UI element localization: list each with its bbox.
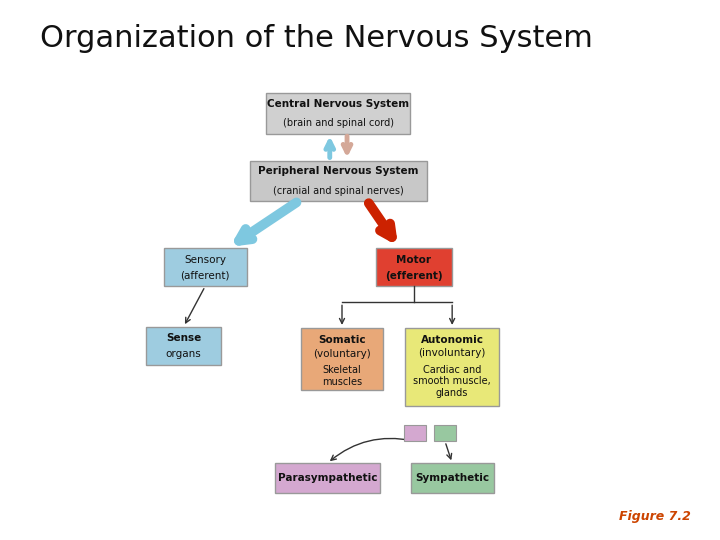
- FancyBboxPatch shape: [404, 425, 426, 441]
- FancyBboxPatch shape: [410, 463, 494, 492]
- FancyBboxPatch shape: [163, 248, 246, 286]
- Text: Somatic: Somatic: [318, 335, 366, 345]
- Text: (brain and spinal cord): (brain and spinal cord): [283, 118, 394, 128]
- FancyBboxPatch shape: [266, 93, 410, 133]
- Text: Sensory: Sensory: [184, 255, 226, 265]
- Text: Sense: Sense: [166, 333, 201, 343]
- FancyBboxPatch shape: [405, 328, 499, 406]
- FancyBboxPatch shape: [251, 160, 426, 201]
- Text: Parasympathetic: Parasympathetic: [278, 473, 377, 483]
- Text: (voluntary): (voluntary): [313, 349, 371, 359]
- Text: (involuntary): (involuntary): [418, 348, 486, 358]
- Text: Peripheral Nervous System: Peripheral Nervous System: [258, 166, 418, 176]
- Text: (cranial and spinal nerves): (cranial and spinal nerves): [273, 186, 404, 195]
- Text: Organization of the Nervous System: Organization of the Nervous System: [40, 24, 593, 53]
- Text: (efferent): (efferent): [385, 271, 443, 281]
- Text: Sympathetic: Sympathetic: [415, 473, 489, 483]
- FancyBboxPatch shape: [275, 463, 380, 492]
- Text: Skeletal: Skeletal: [323, 365, 361, 375]
- FancyBboxPatch shape: [434, 425, 456, 441]
- Text: glands: glands: [436, 388, 468, 397]
- FancyBboxPatch shape: [376, 248, 452, 286]
- FancyBboxPatch shape: [301, 328, 383, 390]
- Text: muscles: muscles: [322, 377, 362, 387]
- Text: smooth muscle,: smooth muscle,: [413, 376, 491, 386]
- Text: Motor: Motor: [397, 255, 431, 265]
- Text: Central Nervous System: Central Nervous System: [267, 99, 410, 109]
- Text: Cardiac and: Cardiac and: [423, 365, 482, 375]
- Text: Autonomic: Autonomic: [420, 335, 484, 345]
- FancyBboxPatch shape: [145, 327, 222, 364]
- Text: organs: organs: [166, 349, 202, 359]
- Text: (afferent): (afferent): [181, 271, 230, 281]
- Text: Figure 7.2: Figure 7.2: [619, 510, 691, 523]
